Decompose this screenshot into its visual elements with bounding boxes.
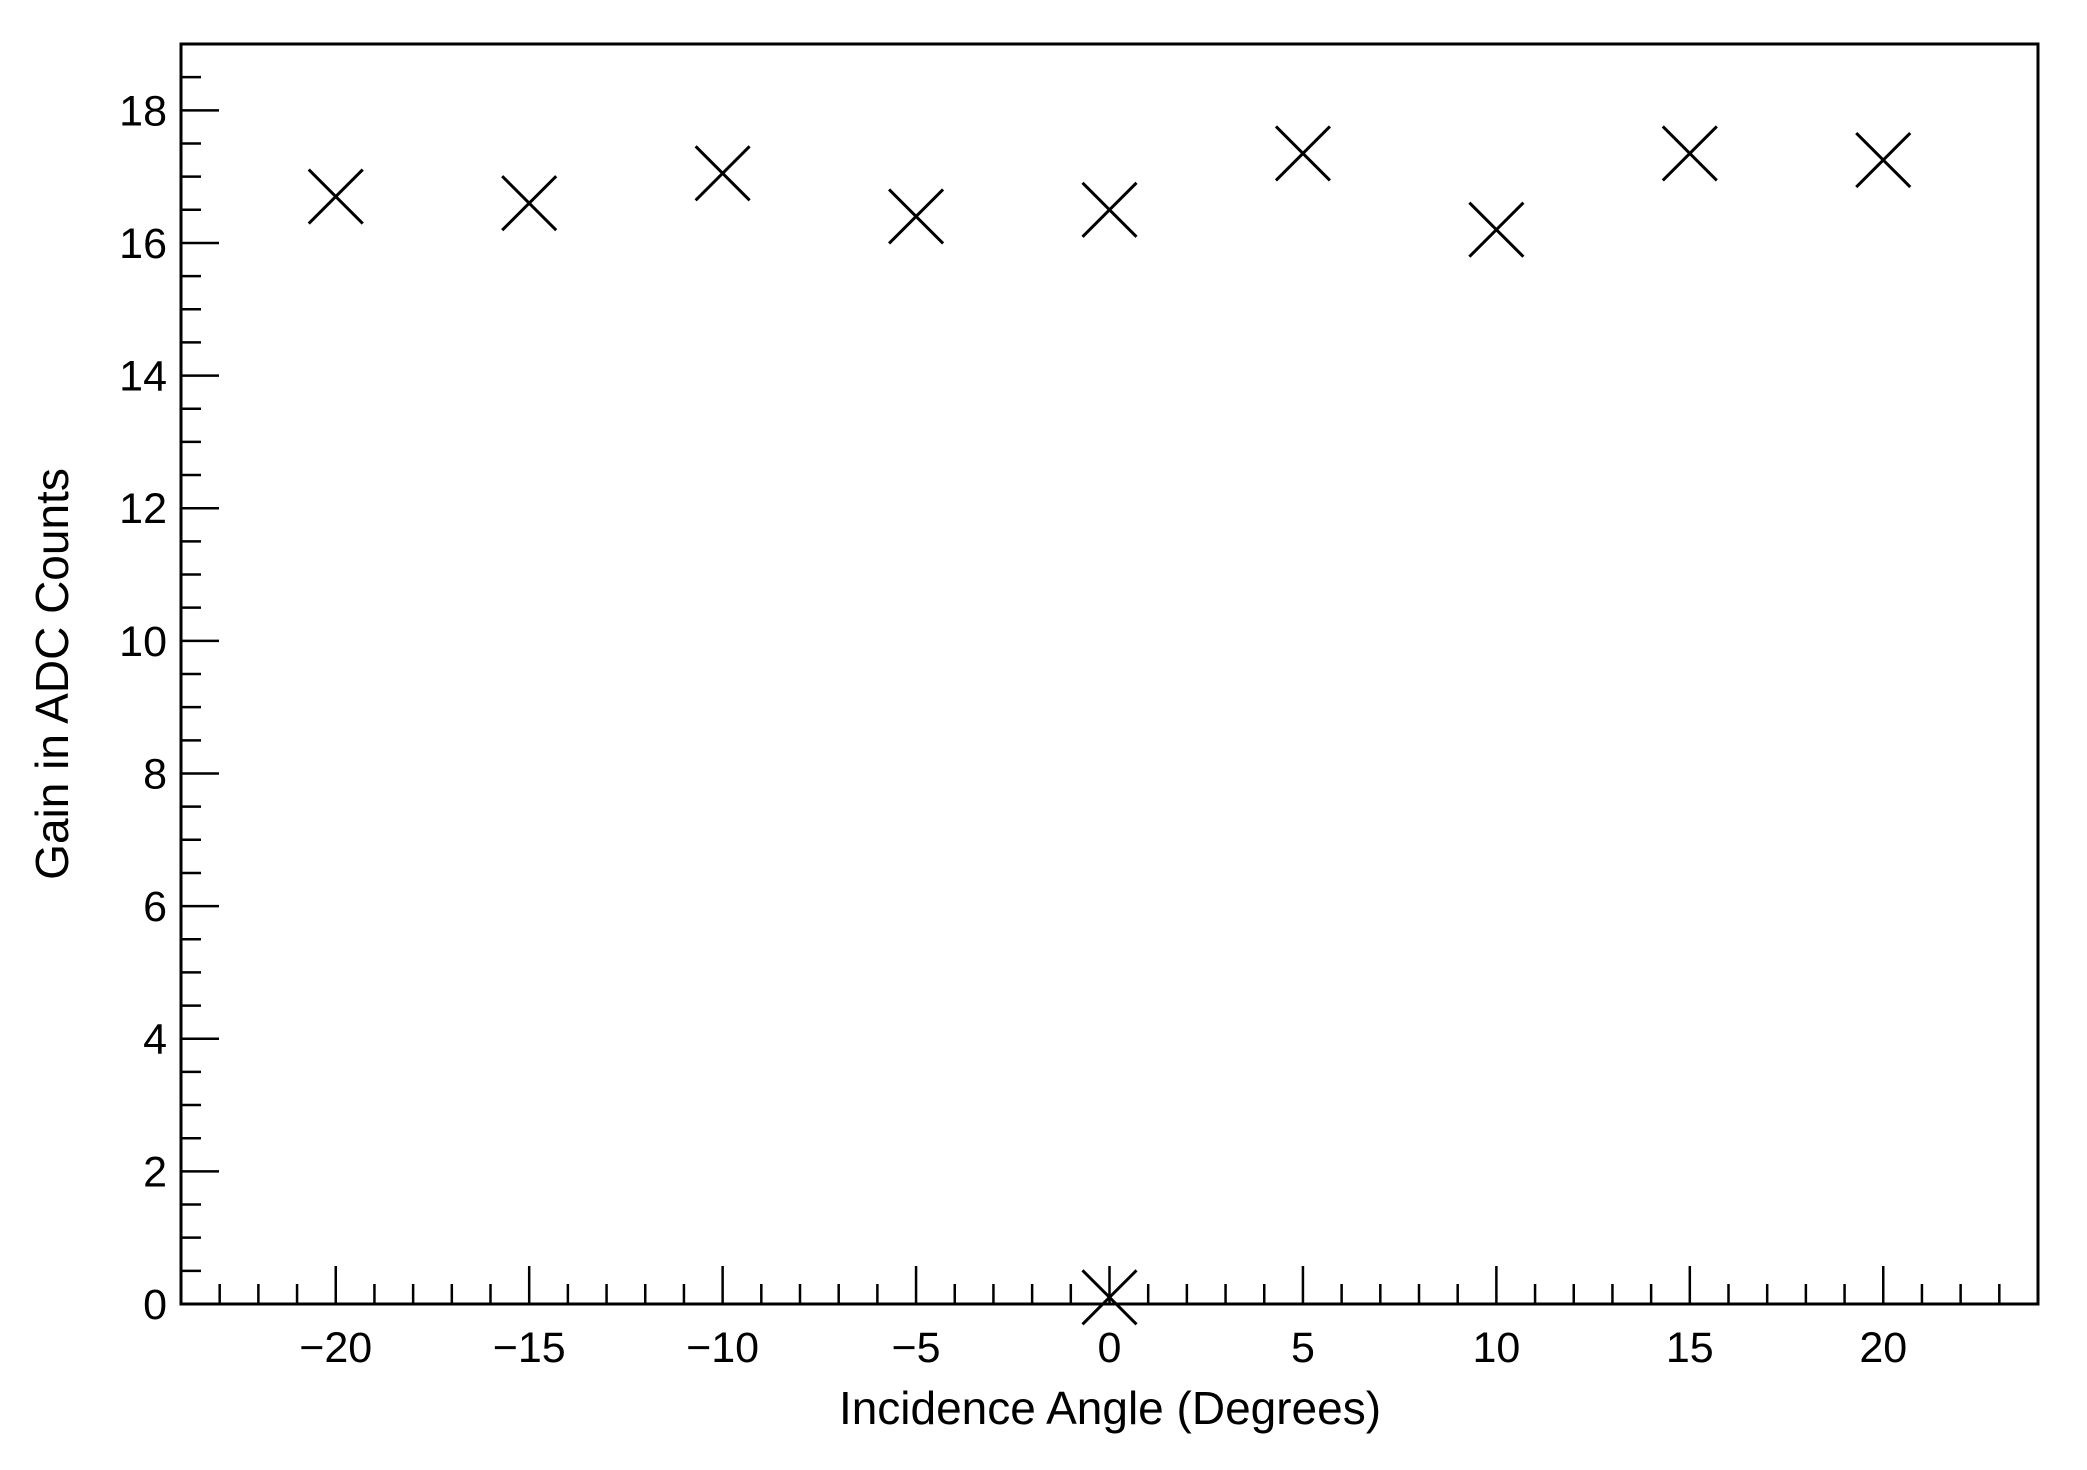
x-tick-label: 5 bbox=[1291, 1324, 1315, 1372]
y-tick-label: 12 bbox=[119, 485, 167, 533]
x-tick-label: 10 bbox=[1472, 1324, 1520, 1372]
x-tick-label: −15 bbox=[493, 1324, 566, 1372]
plot-frame bbox=[179, 42, 2040, 1306]
data-point bbox=[888, 188, 945, 245]
data-point bbox=[1274, 125, 1331, 182]
y-tick-label: 18 bbox=[119, 87, 167, 135]
x-tick-label: −10 bbox=[686, 1324, 759, 1372]
data-point bbox=[501, 175, 558, 232]
y-tick-label: 4 bbox=[143, 1016, 167, 1064]
y-tick-label: 6 bbox=[143, 883, 167, 931]
x-tick-label: 15 bbox=[1666, 1324, 1714, 1372]
y-tick-label: 10 bbox=[119, 618, 167, 666]
data-point bbox=[1081, 1269, 1138, 1326]
x-tick-label: 0 bbox=[1098, 1324, 1122, 1372]
y-tick-label: 2 bbox=[143, 1148, 167, 1196]
x-tick-label: −20 bbox=[299, 1324, 372, 1372]
data-point bbox=[1661, 125, 1718, 182]
data-point bbox=[1081, 181, 1138, 238]
y-tick-label: 16 bbox=[119, 220, 167, 268]
data-points bbox=[307, 125, 1912, 1326]
x-tick-label: −5 bbox=[892, 1324, 941, 1372]
y-axis-title: Gain in ADC Counts bbox=[26, 468, 78, 880]
y-tick-label: 8 bbox=[143, 750, 167, 798]
data-point bbox=[307, 168, 364, 225]
y-tick-label: 14 bbox=[119, 353, 167, 401]
y-tick-label: 0 bbox=[143, 1281, 167, 1329]
x-axis-title: Incidence Angle (Degrees) bbox=[839, 1382, 1381, 1434]
data-point bbox=[694, 145, 751, 202]
x-tick-label: 20 bbox=[1859, 1324, 1907, 1372]
axis-ticks bbox=[179, 42, 2040, 1306]
data-point bbox=[1855, 131, 1912, 189]
tick-labels: −20 −15 −10 −5 0 5 10 15 20 0 2 4 6 8 10 12 14 16 18 bbox=[119, 87, 1907, 1372]
data-point bbox=[1468, 201, 1525, 258]
